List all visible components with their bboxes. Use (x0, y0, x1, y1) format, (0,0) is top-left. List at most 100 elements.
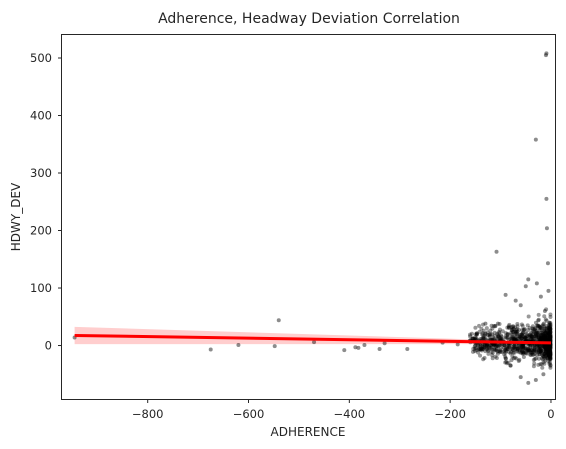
scatter-point (494, 346, 499, 351)
scatter-point (530, 334, 535, 339)
scatter-point (548, 349, 553, 354)
scatter-point (507, 322, 512, 327)
scatter-point (503, 360, 508, 365)
scatter-point (548, 345, 553, 350)
scatter-point (495, 343, 500, 348)
scatter-point (512, 355, 517, 360)
scatter-point (506, 360, 511, 365)
scatter-point (483, 349, 488, 354)
regression-line (74, 333, 551, 345)
scatter-point (534, 329, 539, 334)
scatter-point (547, 321, 552, 326)
scatter-point (519, 336, 524, 341)
scatter-point (546, 353, 551, 358)
scatter-point (405, 346, 410, 351)
scatter-point (538, 335, 543, 340)
scatter-point (548, 355, 553, 360)
scatter-point (547, 337, 552, 342)
scatter-point (471, 336, 476, 341)
scatter-point (504, 359, 509, 364)
scatter-point (544, 336, 549, 341)
scatter-point (534, 334, 539, 339)
scatter-point (476, 343, 481, 348)
scatter-point (481, 322, 486, 327)
scatter-point (534, 345, 539, 350)
scatter-point (532, 344, 537, 349)
scatter-point (510, 354, 515, 359)
scatter-point (538, 336, 543, 341)
scatter-point (497, 322, 502, 327)
scatter-point (522, 346, 527, 351)
scatter-point (544, 337, 549, 342)
scatter-point (511, 326, 516, 331)
scatter-point (541, 360, 546, 365)
scatter-point (474, 336, 479, 341)
scatter-point (545, 348, 550, 353)
scatter-point (545, 351, 550, 356)
scatter-point (536, 336, 541, 341)
scatter-point (542, 309, 547, 314)
scatter-point (545, 332, 550, 337)
scatter-point (514, 356, 519, 361)
scatter-point (530, 328, 535, 333)
scatter-point (543, 330, 548, 335)
scatter-point (478, 343, 483, 348)
scatter-point (513, 334, 518, 339)
scatter-point (481, 335, 486, 340)
scatter-point (515, 331, 520, 336)
scatter-point (542, 355, 547, 360)
scatter-point (548, 332, 553, 337)
scatter-point (503, 356, 508, 361)
scatter-point (520, 349, 525, 354)
scatter-point (544, 348, 549, 353)
scatter-point (511, 348, 516, 353)
scatter-point (548, 337, 553, 342)
x-tick-label: 0 (547, 407, 554, 421)
scatter-point (494, 344, 499, 349)
scatter-point (543, 317, 548, 322)
scatter-point (527, 325, 532, 330)
scatter-point (526, 348, 531, 353)
scatter-point (546, 331, 551, 336)
scatter-point (520, 351, 525, 356)
scatter-point (512, 336, 517, 341)
scatter-point (498, 349, 503, 354)
scatter-point (506, 349, 511, 354)
scatter-point (542, 361, 547, 366)
scatter-point (548, 352, 553, 357)
scatter-point (532, 346, 537, 351)
scatter-point (502, 347, 507, 352)
scatter-point (542, 337, 547, 342)
scatter-point (547, 345, 552, 350)
scatter-point (545, 355, 550, 360)
scatter-point (525, 343, 530, 348)
scatter-point (498, 342, 503, 347)
scatter-point (545, 261, 550, 266)
y-tick-label: 0 (45, 339, 52, 353)
scatter-point (548, 322, 553, 327)
scatter-point (509, 358, 514, 363)
scatter-point (512, 350, 517, 355)
scatter-point (542, 352, 547, 357)
scatter-point (547, 349, 552, 354)
scatter-point (481, 334, 486, 339)
scatter-point (503, 292, 508, 297)
scatter-point (492, 343, 497, 348)
scatter-point (540, 349, 545, 354)
scatter-point (477, 347, 482, 352)
scatter-point (542, 336, 547, 341)
scatter-point (547, 345, 552, 350)
scatter-point (534, 343, 539, 348)
scatter-point (548, 334, 553, 339)
scatter-point (539, 335, 544, 340)
scatter-point (534, 333, 539, 338)
scatter-point (471, 346, 476, 351)
scatter-point (536, 356, 541, 361)
scatter-point (535, 352, 540, 357)
scatter-point (548, 353, 553, 358)
scatter-point (476, 347, 481, 352)
scatter-point (518, 347, 523, 352)
scatter-point (548, 348, 553, 353)
scatter-point (547, 353, 552, 358)
scatter-point (547, 353, 552, 358)
